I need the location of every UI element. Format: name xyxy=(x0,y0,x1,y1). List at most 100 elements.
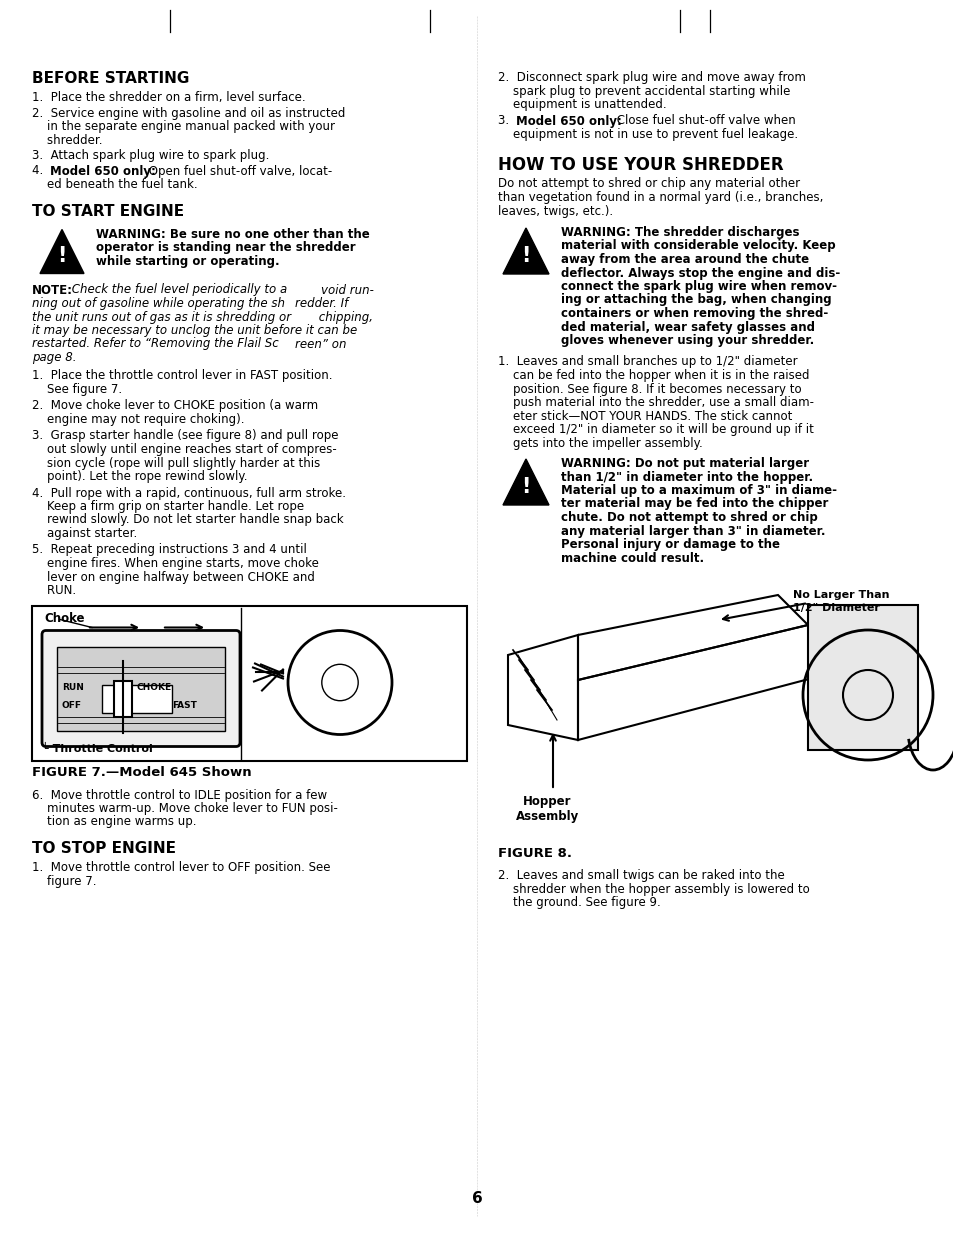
Text: minutes warm-up. Move choke lever to FUN posi-: minutes warm-up. Move choke lever to FUN… xyxy=(32,802,337,815)
Text: !: ! xyxy=(57,245,67,265)
Text: reen” on: reen” on xyxy=(294,338,346,350)
Text: eter stick—NOT YOUR HANDS. The stick cannot: eter stick—NOT YOUR HANDS. The stick can… xyxy=(497,410,792,422)
Text: than vegetation found in a normal yard (i.e., branches,: than vegetation found in a normal yard (… xyxy=(497,191,822,204)
Text: ed beneath the fuel tank.: ed beneath the fuel tank. xyxy=(32,178,197,191)
Text: chipping,: chipping, xyxy=(314,310,373,324)
Text: redder. If: redder. If xyxy=(294,297,348,310)
Text: !: ! xyxy=(520,245,530,265)
Text: ning out of gasoline while operating the sh: ning out of gasoline while operating the… xyxy=(32,297,285,310)
Text: engine fires. When engine starts, move choke: engine fires. When engine starts, move c… xyxy=(32,557,318,569)
Text: void run-: void run- xyxy=(320,284,374,297)
Text: WARNING: Do not put material larger: WARNING: Do not put material larger xyxy=(560,457,808,470)
Text: operator is standing near the shredder: operator is standing near the shredder xyxy=(96,240,355,254)
Text: out slowly until engine reaches start of compres-: out slowly until engine reaches start of… xyxy=(32,444,336,456)
Bar xyxy=(102,684,172,713)
Text: can be fed into the hopper when it is in the raised: can be fed into the hopper when it is in… xyxy=(497,369,809,383)
Text: ded material, wear safety glasses and: ded material, wear safety glasses and xyxy=(560,320,814,334)
Text: Close fuel shut-off valve when: Close fuel shut-off valve when xyxy=(613,115,795,127)
Text: 6: 6 xyxy=(471,1191,482,1206)
Text: material with considerable velocity. Keep: material with considerable velocity. Kee… xyxy=(560,239,835,253)
Text: Personal injury or damage to the: Personal injury or damage to the xyxy=(560,538,780,551)
Text: ter material may be fed into the chipper: ter material may be fed into the chipper xyxy=(560,497,827,511)
Text: it may be necessary to unclog the unit before it can be: it may be necessary to unclog the unit b… xyxy=(32,324,356,336)
Text: gets into the impeller assembly.: gets into the impeller assembly. xyxy=(497,436,702,450)
Text: gloves whenever using your shredder.: gloves whenever using your shredder. xyxy=(560,334,814,346)
Text: CHOKE: CHOKE xyxy=(137,683,172,692)
Text: Assembly: Assembly xyxy=(516,810,578,824)
Text: tion as engine warms up.: tion as engine warms up. xyxy=(32,815,196,829)
Text: containers or when removing the shred-: containers or when removing the shred- xyxy=(560,307,827,320)
Text: NOTE:: NOTE: xyxy=(32,284,73,297)
Text: 3.  Attach spark plug wire to spark plug.: 3. Attach spark plug wire to spark plug. xyxy=(32,150,269,162)
Text: 2.  Move choke lever to CHOKE position (a warm: 2. Move choke lever to CHOKE position (a… xyxy=(32,400,317,412)
Text: 4.: 4. xyxy=(32,164,51,177)
Text: 1/2" Diameter: 1/2" Diameter xyxy=(792,603,879,613)
Text: position. See figure 8. If it becomes necessary to: position. See figure 8. If it becomes ne… xyxy=(497,383,801,395)
Text: spark plug to prevent accidental starting while: spark plug to prevent accidental startin… xyxy=(497,85,789,97)
Text: lever on engine halfway between CHOKE and: lever on engine halfway between CHOKE an… xyxy=(32,571,314,583)
Text: 2.  Disconnect spark plug wire and move away from: 2. Disconnect spark plug wire and move a… xyxy=(497,71,805,83)
Text: leaves, twigs, etc.).: leaves, twigs, etc.). xyxy=(497,204,613,218)
Text: restarted. Refer to “Removing the Flail Sc: restarted. Refer to “Removing the Flail … xyxy=(32,338,278,350)
Text: RUN.: RUN. xyxy=(32,584,76,597)
Text: figure 7.: figure 7. xyxy=(32,875,96,887)
Polygon shape xyxy=(40,229,84,274)
Text: Hopper: Hopper xyxy=(522,795,571,807)
Text: machine could result.: machine could result. xyxy=(560,552,703,564)
Text: shredder when the hopper assembly is lowered to: shredder when the hopper assembly is low… xyxy=(497,882,809,896)
Text: deflector. Always stop the engine and dis-: deflector. Always stop the engine and di… xyxy=(560,267,840,279)
Text: TO STOP ENGINE: TO STOP ENGINE xyxy=(32,841,175,856)
Text: └ Throttle Control: └ Throttle Control xyxy=(42,744,152,754)
Text: 4.  Pull rope with a rapid, continuous, full arm stroke.: 4. Pull rope with a rapid, continuous, f… xyxy=(32,486,346,500)
Bar xyxy=(32,606,467,760)
Text: Model 650 only:: Model 650 only: xyxy=(516,115,621,127)
Text: FAST: FAST xyxy=(172,700,196,709)
Text: Material up to a maximum of 3" in diame-: Material up to a maximum of 3" in diame- xyxy=(560,483,836,497)
Text: in the separate engine manual packed with your: in the separate engine manual packed wit… xyxy=(32,120,335,133)
Text: equipment is not in use to prevent fuel leakage.: equipment is not in use to prevent fuel … xyxy=(497,128,798,141)
Text: Check the fuel level periodically to a: Check the fuel level periodically to a xyxy=(68,284,287,297)
Text: FIGURE 8.: FIGURE 8. xyxy=(497,847,572,860)
FancyBboxPatch shape xyxy=(42,630,240,746)
Text: exceed 1/2" in diameter so it will be ground up if it: exceed 1/2" in diameter so it will be gr… xyxy=(497,422,813,436)
Text: the ground. See figure 9.: the ground. See figure 9. xyxy=(497,896,660,910)
Text: shredder.: shredder. xyxy=(32,133,102,147)
Text: the unit runs out of gas as it is shredding or: the unit runs out of gas as it is shredd… xyxy=(32,310,291,324)
Text: Open fuel shut-off valve, locat-: Open fuel shut-off valve, locat- xyxy=(145,164,332,177)
Text: 5.  Repeat preceding instructions 3 and 4 until: 5. Repeat preceding instructions 3 and 4… xyxy=(32,543,307,557)
Polygon shape xyxy=(502,228,548,274)
Text: 2.  Service engine with gasoline and oil as instructed: 2. Service engine with gasoline and oil … xyxy=(32,106,345,120)
Text: RUN: RUN xyxy=(62,683,84,692)
Bar xyxy=(113,680,132,716)
Text: OFF: OFF xyxy=(62,700,82,709)
Text: while starting or operating.: while starting or operating. xyxy=(96,254,279,268)
Text: FIGURE 7.—Model 645 Shown: FIGURE 7.—Model 645 Shown xyxy=(32,766,252,780)
Text: 2.  Leaves and small twigs can be raked into the: 2. Leaves and small twigs can be raked i… xyxy=(497,868,784,882)
Text: 1.  Move throttle control lever to OFF position. See: 1. Move throttle control lever to OFF po… xyxy=(32,861,330,873)
Text: Do not attempt to shred or chip any material other: Do not attempt to shred or chip any mate… xyxy=(497,177,800,191)
Polygon shape xyxy=(502,459,548,505)
Text: than 1/2" in diameter into the hopper.: than 1/2" in diameter into the hopper. xyxy=(560,471,812,483)
Text: equipment is unattended.: equipment is unattended. xyxy=(497,98,666,111)
Text: !: ! xyxy=(520,477,530,497)
Text: 1.  Place the shredder on a firm, level surface.: 1. Place the shredder on a firm, level s… xyxy=(32,91,305,103)
Text: push material into the shredder, use a small diam-: push material into the shredder, use a s… xyxy=(497,396,813,409)
Text: HOW TO USE YOUR SHREDDER: HOW TO USE YOUR SHREDDER xyxy=(497,156,782,173)
Text: sion cycle (rope will pull slightly harder at this: sion cycle (rope will pull slightly hard… xyxy=(32,456,320,470)
Text: chute. Do not attempt to shred or chip: chute. Do not attempt to shred or chip xyxy=(560,511,817,525)
Text: Keep a firm grip on starter handle. Let rope: Keep a firm grip on starter handle. Let … xyxy=(32,500,304,513)
Text: connect the spark plug wire when remov-: connect the spark plug wire when remov- xyxy=(560,280,836,293)
Text: engine may not require choking).: engine may not require choking). xyxy=(32,412,244,426)
Text: 3.: 3. xyxy=(497,115,517,127)
Text: 1.  Leaves and small branches up to 1/2" diameter: 1. Leaves and small branches up to 1/2" … xyxy=(497,355,797,369)
Text: rewind slowly. Do not let starter handle snap back: rewind slowly. Do not let starter handle… xyxy=(32,513,343,527)
Text: 6.  Move throttle control to IDLE position for a few: 6. Move throttle control to IDLE positio… xyxy=(32,789,327,801)
Text: No Larger Than: No Larger Than xyxy=(792,591,888,601)
Text: 3.  Grasp starter handle (see figure 8) and pull rope: 3. Grasp starter handle (see figure 8) a… xyxy=(32,430,338,442)
Text: TO START ENGINE: TO START ENGINE xyxy=(32,203,184,218)
Text: point). Let the rope rewind slowly.: point). Let the rope rewind slowly. xyxy=(32,470,247,483)
Text: page 8.: page 8. xyxy=(32,351,76,364)
Text: Choke: Choke xyxy=(44,612,85,624)
Text: Model 650 only:: Model 650 only: xyxy=(50,164,155,177)
Text: WARNING: The shredder discharges: WARNING: The shredder discharges xyxy=(560,226,799,239)
